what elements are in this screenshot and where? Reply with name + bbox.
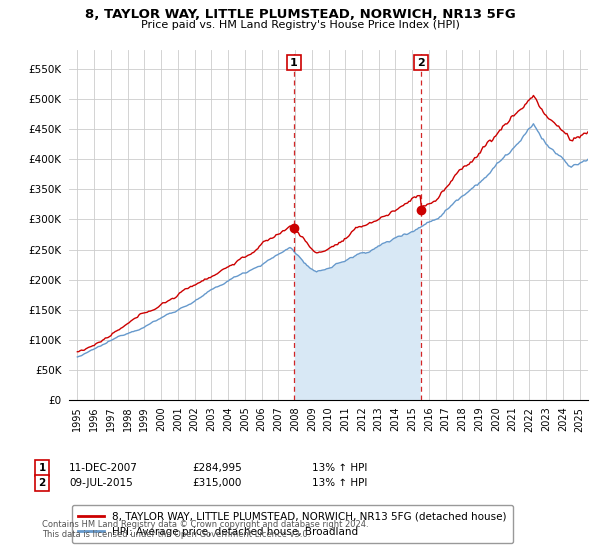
Text: 1: 1 <box>290 58 298 68</box>
Text: £315,000: £315,000 <box>192 478 241 488</box>
Text: 13% ↑ HPI: 13% ↑ HPI <box>312 463 367 473</box>
Text: 8, TAYLOR WAY, LITTLE PLUMSTEAD, NORWICH, NR13 5FG: 8, TAYLOR WAY, LITTLE PLUMSTEAD, NORWICH… <box>85 8 515 21</box>
Text: 09-JUL-2015: 09-JUL-2015 <box>69 478 133 488</box>
Legend: 8, TAYLOR WAY, LITTLE PLUMSTEAD, NORWICH, NR13 5FG (detached house), HPI: Averag: 8, TAYLOR WAY, LITTLE PLUMSTEAD, NORWICH… <box>71 505 513 543</box>
Text: 1: 1 <box>38 463 46 473</box>
Text: 2: 2 <box>417 58 425 68</box>
Text: Price paid vs. HM Land Registry's House Price Index (HPI): Price paid vs. HM Land Registry's House … <box>140 20 460 30</box>
Text: Contains HM Land Registry data © Crown copyright and database right 2024.
This d: Contains HM Land Registry data © Crown c… <box>42 520 368 539</box>
Text: 13% ↑ HPI: 13% ↑ HPI <box>312 478 367 488</box>
Text: £284,995: £284,995 <box>192 463 242 473</box>
Text: 11-DEC-2007: 11-DEC-2007 <box>69 463 138 473</box>
Text: 2: 2 <box>38 478 46 488</box>
